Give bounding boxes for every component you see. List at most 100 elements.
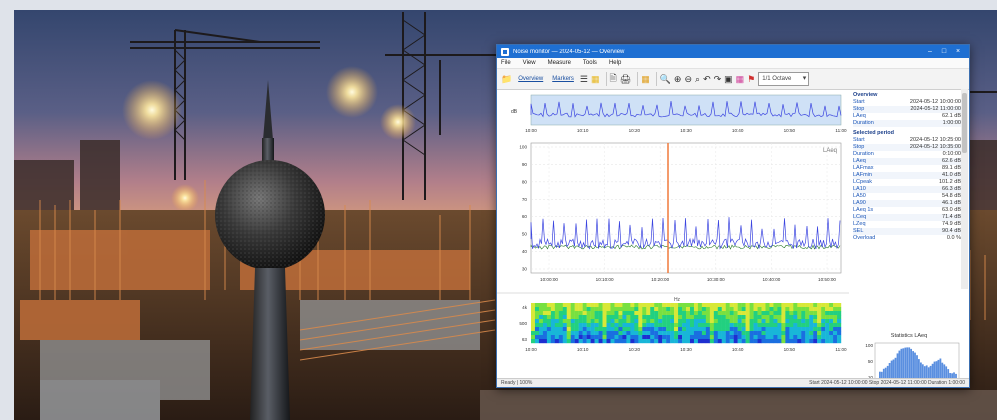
spectrum-cell — [757, 303, 762, 308]
spectrum-cell — [678, 323, 683, 328]
spectrum-cell — [610, 331, 615, 336]
minimize-button[interactable]: – — [928, 48, 932, 55]
spectrum-cell — [813, 319, 818, 324]
spectrum-cell — [586, 331, 591, 336]
spectrum-cell — [833, 339, 838, 344]
export-icon[interactable]: 🗎 — [609, 73, 617, 83]
spectrum-cell — [686, 327, 691, 332]
spectrum-cell — [678, 303, 683, 308]
spectrum-cell — [658, 323, 663, 328]
spectrum-cell — [622, 331, 627, 336]
spectrum-cell — [753, 311, 758, 316]
spectrum-cell — [662, 331, 667, 336]
markers-button[interactable]: Markers — [552, 76, 574, 82]
spectrum-cell — [809, 327, 814, 332]
spectrum-cell — [741, 323, 746, 328]
spectrum-cell — [646, 331, 651, 336]
spectrum-y-tick: 63 — [522, 337, 528, 342]
scrollbar-thumb[interactable] — [962, 93, 967, 153]
maximize-button[interactable]: □ — [941, 48, 947, 55]
spectrum-cell — [658, 303, 663, 308]
spectrum-cell — [622, 315, 627, 320]
spectrum-cell — [630, 331, 635, 336]
zoom-in-icon[interactable]: ⊕ — [673, 73, 682, 84]
main-x-tick: 10:00:00 — [540, 277, 558, 282]
spectrum-cell — [801, 303, 806, 308]
spectrum-cell — [658, 331, 663, 336]
cursor-icon[interactable]: ▣ — [724, 73, 733, 84]
add-marker-icon[interactable]: ⚑ — [747, 73, 756, 84]
spectrum-cell — [713, 335, 718, 340]
spectrum-cell — [705, 339, 711, 344]
spectrum-cell — [781, 335, 786, 340]
spectrum-cell — [765, 331, 770, 336]
spectrum-colors-icon[interactable]: ▦ — [735, 73, 745, 84]
report-icon[interactable]: ▦ — [641, 73, 650, 84]
main-y-tick: 50 — [522, 232, 528, 237]
zoom-fit-icon[interactable]: ⌕ — [695, 73, 701, 84]
spectrum-cell — [594, 327, 599, 332]
zoom-out-icon[interactable]: ⊖ — [684, 73, 693, 84]
spectrum-cell — [765, 335, 770, 340]
spectrum-cell — [618, 307, 623, 312]
spectrum-cell — [793, 335, 798, 340]
spectrum-cell — [741, 303, 746, 308]
spectrum-cell — [809, 339, 814, 344]
spectrum-heatmap[interactable] — [531, 303, 842, 344]
spectrum-cell — [586, 315, 591, 320]
spectrum-cell — [785, 327, 790, 332]
spectrum-cell — [562, 339, 567, 344]
menu-view[interactable]: View — [522, 60, 536, 66]
histogram-bar — [947, 369, 950, 381]
histogram-bar — [882, 368, 885, 381]
spectrum-cell — [689, 315, 695, 320]
flag-sweden-icon[interactable]: ▦ — [590, 73, 600, 84]
spectrum-cell — [638, 307, 643, 312]
menu-help[interactable]: Help — [608, 60, 622, 66]
spectrum-cell — [566, 327, 571, 332]
spectrum-cell — [654, 335, 659, 340]
summary-value: 66.3 dB — [942, 186, 961, 192]
spectrum-cell — [737, 311, 742, 316]
spectrum-cell — [773, 339, 778, 344]
pan-left-icon[interactable]: ↶ — [703, 73, 711, 84]
histogram-chart[interactable]: 100 50 10 — [857, 341, 961, 385]
spectrum-cell — [737, 315, 742, 320]
spectrum-cell — [729, 331, 734, 336]
spectrum-cell — [678, 339, 683, 344]
spectrum-cell — [781, 339, 786, 344]
spectrum-cell — [670, 335, 675, 340]
spectrum-cell — [622, 303, 627, 308]
spectrum-cell — [650, 327, 655, 332]
list-icon[interactable]: ☰ — [579, 73, 588, 84]
zoom-icon[interactable]: 🔍 — [659, 73, 671, 84]
print-icon[interactable]: 🖨 — [619, 73, 632, 84]
pan-right-icon[interactable]: ↷ — [713, 73, 722, 84]
close-button[interactable]: × — [955, 48, 961, 55]
spectrum-cell — [713, 311, 718, 316]
menu-measure[interactable]: Measure — [547, 60, 571, 66]
spectrum-cell — [658, 327, 663, 332]
summary-scrollbar[interactable] — [961, 89, 968, 289]
overview-button[interactable]: Overview — [518, 76, 544, 82]
spectrum-cell — [586, 319, 591, 324]
spectrum-cell — [626, 307, 631, 312]
spectrum-cell — [777, 327, 782, 332]
menu-tools[interactable]: Tools — [582, 60, 597, 66]
spectrum-cell — [626, 311, 631, 316]
spectrum-cell — [666, 315, 671, 320]
spectrum-cell — [630, 339, 635, 344]
spectrum-cell — [765, 327, 770, 332]
spectrum-cell — [538, 331, 544, 336]
main-chart-plot[interactable] — [530, 142, 842, 274]
spectrum-cell — [670, 339, 675, 344]
spectrum-cell — [531, 327, 536, 332]
menu-file[interactable]: File — [501, 60, 511, 66]
open-folder-icon[interactable]: 📁 — [501, 73, 513, 84]
charts-svg[interactable]: dB 10:00 10:10 10:20 10:30 10:40 10:50 11:00 1… — [497, 89, 849, 379]
spectrum-x-ticks: 10:00 10:10 10:20 10:30 10:40 10:50 11:00 — [525, 347, 847, 352]
spectrum-cell — [789, 303, 794, 308]
spectrum-cell — [570, 335, 575, 340]
band-select[interactable]: 1/1 Octave — [758, 72, 810, 86]
spectrum-cell — [777, 303, 782, 308]
